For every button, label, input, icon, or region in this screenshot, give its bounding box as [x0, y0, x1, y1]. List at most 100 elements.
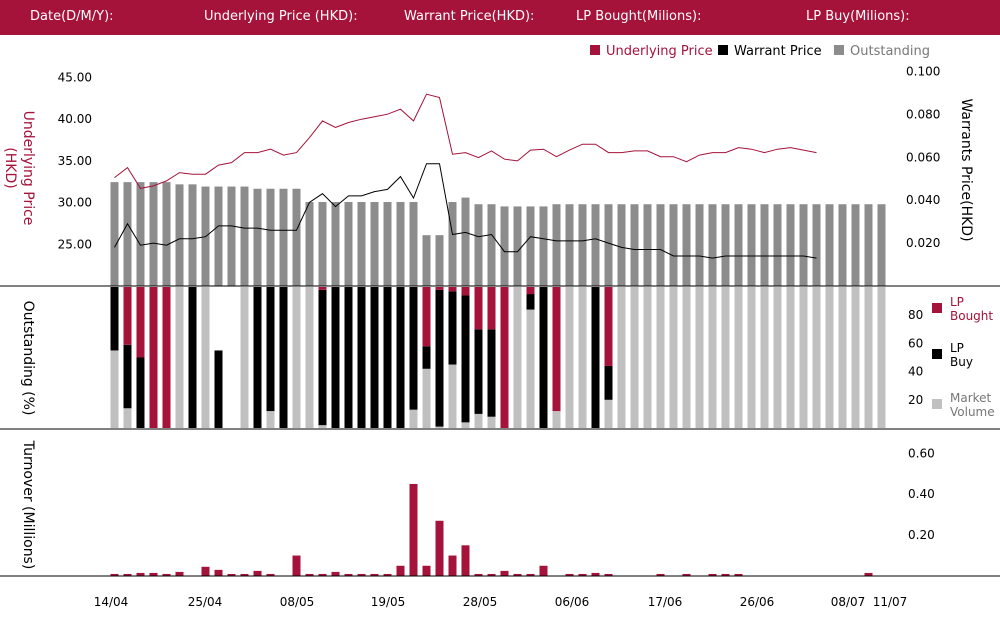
market-volume-bar	[617, 287, 626, 428]
lp-buy-bar	[461, 295, 470, 423]
left-tick-label: 30.00	[58, 196, 92, 210]
market-volume-bar	[695, 287, 704, 428]
outstanding-bar	[539, 206, 548, 286]
market-volume-bar	[448, 364, 457, 428]
lp-buy-bar	[123, 344, 132, 409]
middle-axis-title: Outstanding (%)	[20, 301, 36, 416]
market-volume-bar	[630, 287, 639, 428]
lp-bought-bar	[162, 287, 171, 428]
x-tick-label: 19/05	[371, 595, 406, 609]
market-volume-bar	[864, 287, 873, 428]
lp-buy-bar	[344, 287, 353, 428]
outstanding-bar	[487, 204, 496, 286]
right-tick-label: 0.080	[906, 107, 940, 121]
lp-buy-bar	[253, 287, 262, 428]
turnover-bar	[513, 573, 522, 576]
right-tick-label: 0.040	[906, 193, 940, 207]
bottom-tick-label: 0.60	[908, 446, 935, 460]
lp-bought-bar	[500, 287, 509, 428]
turnover-bar	[370, 573, 379, 576]
outstanding-bar	[500, 206, 509, 286]
market-volume-bar	[201, 287, 210, 428]
bottom-tick-label: 0.20	[908, 528, 935, 542]
turnover-bar	[474, 573, 483, 576]
outstanding-bar	[799, 204, 808, 286]
market-volume-bar	[851, 287, 860, 428]
turnover-bar	[331, 571, 340, 576]
market-volume-bar	[734, 287, 743, 428]
outstanding-bar	[474, 204, 483, 286]
outstanding-bar	[578, 204, 587, 286]
outstanding-bar	[604, 204, 613, 286]
market-volume-bar	[409, 409, 418, 428]
lp-buy-bar	[188, 287, 197, 428]
market-volume-bar	[565, 287, 574, 428]
market-volume-bar	[682, 287, 691, 428]
right-axis-title: Warrants Price(HKD)	[958, 98, 974, 241]
x-tick-label: 25/04	[188, 595, 223, 609]
outstanding-bar	[708, 204, 717, 286]
outstanding-bar	[344, 202, 353, 286]
middle-legend-label: LP Bought	[950, 295, 993, 323]
turnover-bar	[266, 573, 275, 576]
outstanding-bar	[747, 204, 756, 286]
market-volume-bar	[474, 413, 483, 428]
legend-swatch	[718, 45, 728, 55]
outstanding-bar	[669, 204, 678, 286]
outstanding-bar	[422, 235, 431, 286]
turnover-bar	[409, 483, 418, 576]
turnover-bar	[734, 573, 743, 576]
lp-buy-bar	[383, 287, 392, 428]
turnover-bar	[656, 573, 665, 576]
middle-tick-label: 60	[908, 336, 923, 350]
middle-tick-label: 40	[908, 365, 923, 379]
outstanding-bar	[435, 235, 444, 286]
market-volume-bar	[266, 411, 275, 428]
turnover-bar	[175, 571, 184, 576]
turnover-bar	[110, 573, 119, 576]
turnover-bar	[591, 572, 600, 576]
turnover-bar	[526, 573, 535, 576]
outstanding-bar	[812, 204, 821, 286]
outstanding-bar	[630, 204, 639, 286]
outstanding-bar	[864, 204, 873, 286]
x-tick-label: 28/05	[463, 595, 498, 609]
turnover-bar	[357, 573, 366, 576]
lp-bought-bar	[461, 287, 470, 296]
turnover-bar	[240, 573, 249, 576]
market-volume-bar	[656, 287, 665, 428]
market-volume-bar	[123, 408, 132, 428]
turnover-bar	[487, 573, 496, 576]
market-volume-bar	[422, 368, 431, 428]
market-volume-bar	[773, 287, 782, 428]
lp-buy-bar	[370, 287, 379, 428]
outstanding-bar	[383, 202, 392, 286]
outstanding-bar	[851, 204, 860, 286]
market-volume-bar	[643, 287, 652, 428]
lp-bought-bar	[123, 287, 132, 345]
market-volume-bar	[799, 287, 808, 428]
market-volume-bar	[552, 411, 561, 428]
lp-bought-bar	[487, 287, 496, 330]
outstanding-bar	[734, 204, 743, 286]
market-volume-bar	[877, 287, 886, 428]
outstanding-bar	[331, 202, 340, 286]
legend-label: Underlying Price	[606, 44, 713, 59]
turnover-bar	[604, 573, 613, 576]
warrant-chart: 45.00 40.00 35.00 30.00 25.00 0.100 0.080 0.060…	[0, 44, 1000, 609]
outstanding-bar	[292, 188, 301, 286]
turnover-bar	[305, 573, 314, 576]
bottom-tick-label: 0.40	[908, 487, 935, 501]
turnover-bar	[864, 572, 873, 576]
header-date-label: Date(D/M/Y):	[30, 9, 114, 24]
outstanding-bar	[188, 184, 197, 286]
market-volume-bar	[578, 287, 587, 428]
market-volume-bar	[487, 416, 496, 428]
market-volume-bar	[669, 287, 678, 428]
outstanding-bar	[175, 184, 184, 286]
outstanding-bar	[526, 206, 535, 286]
underlying-price-line	[114, 93, 817, 189]
lp-bought-bar	[474, 287, 483, 330]
x-tick-label: 08/05	[280, 595, 315, 609]
lp-buy-bar	[474, 329, 483, 414]
